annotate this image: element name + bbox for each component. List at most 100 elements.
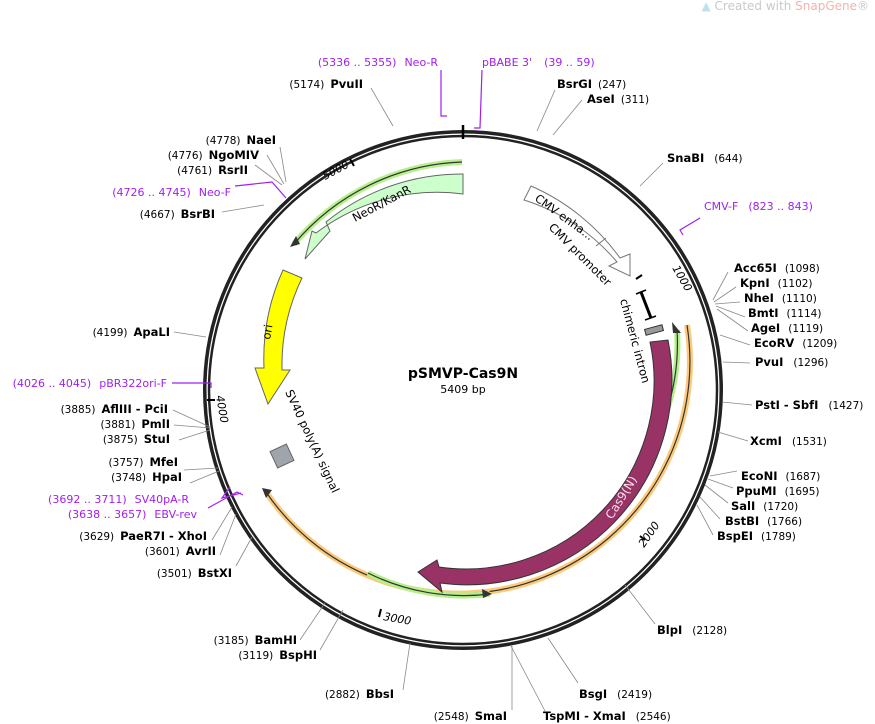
- feature-label-ori: ori: [259, 323, 275, 340]
- svg-text:KpnI(1102): KpnI (1102): [740, 276, 813, 290]
- tick-marks: [207, 158, 646, 618]
- primer-pbabe3[interactable]: pBABE 3' (39 .. 59): [482, 56, 595, 69]
- site-sali[interactable]: SalI (1720): [731, 499, 798, 513]
- site-bmti[interactable]: BmtI (1114): [748, 306, 821, 320]
- svg-text:AgeI(1119): AgeI (1119): [751, 321, 823, 335]
- site-tspmi-xmai[interactable]: TspMI - XmaI (2546): [543, 709, 671, 723]
- svg-text:(3629)PaeR7I - XhoI: (3629) PaeR7I - XhoI: [79, 529, 207, 543]
- site-snabi[interactable]: SnaBI (644): [667, 151, 743, 165]
- svg-text:(3875)StuI: (3875) StuI: [103, 432, 170, 446]
- site-pmli[interactable]: (3881) PmlI: [100, 417, 170, 431]
- primer-leader-lines: [172, 69, 701, 509]
- primer-sv40pa-r[interactable]: (3692 .. 3711) SV40pA-R: [48, 493, 189, 506]
- snapgene-watermark: ▲ Created with SnapGene®: [701, 0, 869, 13]
- site-bsgi[interactable]: BsgI (2419): [579, 687, 652, 701]
- site-aflIII-pcii[interactable]: (3885) AflIII - PciI: [61, 402, 168, 416]
- svg-text:(3748)HpaI: (3748) HpaI: [111, 470, 182, 484]
- site-ppumi[interactable]: PpuMI (1695): [736, 484, 820, 498]
- site-ecorv[interactable]: EcoRV (1209): [754, 336, 837, 350]
- site-bsphi[interactable]: (3119) BspHI: [238, 648, 317, 662]
- site-avrii[interactable]: (3601) AvrII: [145, 544, 216, 558]
- site-rsrii[interactable]: (4761) RsrII: [177, 163, 248, 177]
- svg-text:(4726 .. 4745)Neo-F: (4726 .. 4745) Neo-F: [112, 186, 231, 199]
- feature-cas9n: Cas9(N): [417, 324, 673, 594]
- feature-chimeric-intron: chimeric intron: [617, 289, 657, 385]
- site-pvui[interactable]: PvuI (1296): [755, 355, 828, 369]
- site-agei[interactable]: AgeI (1119): [751, 321, 823, 335]
- tick-label-3000: 3000: [382, 610, 412, 628]
- site-bsrbi[interactable]: (4667) BsrBI: [140, 207, 215, 221]
- site-mfei[interactable]: (3757) MfeI: [109, 455, 178, 469]
- svg-text:SnaBI(644): SnaBI (644): [667, 151, 743, 165]
- svg-text:BsrGI(247): BsrGI (247): [557, 77, 626, 91]
- svg-text:(3757)MfeI: (3757) MfeI: [109, 455, 178, 469]
- feature-ori: ori: [254, 269, 303, 406]
- svg-text:(3119)BspHI: (3119) BspHI: [238, 648, 317, 662]
- site-bsrgi[interactable]: BsrGI (247): [557, 77, 626, 91]
- tick-label-4000: 4000: [213, 394, 231, 424]
- primer-pbr322ori-f[interactable]: (4026 .. 4045) pBR322ori-F: [13, 377, 167, 390]
- svg-text:(3692 .. 3711)SV40pA-R: (3692 .. 3711) SV40pA-R: [48, 493, 189, 506]
- primer-neo-r[interactable]: (5336 .. 5355) Neo-R: [318, 56, 438, 69]
- site-bamhi[interactable]: (3185) BamHI: [214, 633, 297, 647]
- site-apali[interactable]: (4199) ApaLI: [93, 325, 170, 339]
- svg-text:(3881)PmlI: (3881) PmlI: [100, 417, 170, 431]
- feature-label-sv40-polya: SV40 poly(A) signal: [282, 387, 342, 495]
- site-blpi[interactable]: BlpI (2128): [657, 623, 727, 637]
- svg-text:Acc65I(1098): Acc65I (1098): [734, 261, 820, 275]
- site-bspei[interactable]: BspEI (1789): [717, 529, 796, 543]
- svg-text:TspMI - XmaI(2546): TspMI - XmaI (2546): [543, 709, 671, 723]
- site-stui[interactable]: (3875) StuI: [103, 432, 170, 446]
- svg-text:(2548)SmaI: (2548) SmaI: [434, 709, 507, 723]
- svg-text:PpuMI(1695): PpuMI (1695): [736, 484, 820, 498]
- svg-text:(4776)NgoMIV: (4776) NgoMIV: [168, 148, 259, 162]
- svg-text:(5336 .. 5355)Neo-R: (5336 .. 5355) Neo-R: [318, 56, 438, 69]
- svg-text:NheI(1110): NheI (1110): [744, 291, 817, 305]
- svg-text:(4199)ApaLI: (4199) ApaLI: [93, 325, 170, 339]
- svg-text:EcoNI(1687): EcoNI (1687): [741, 469, 820, 483]
- feature-sv40-polya: SV40 poly(A) signal: [269, 387, 342, 495]
- svg-text:(4761)RsrII: (4761) RsrII: [177, 163, 248, 177]
- svg-text:(3601)AvrII: (3601) AvrII: [145, 544, 216, 558]
- site-kpni[interactable]: KpnI (1102): [740, 276, 813, 290]
- plasmid-length: 5409 bp: [440, 383, 485, 396]
- site-xcmi[interactable]: XcmI (1531): [750, 434, 827, 448]
- svg-text:CMV-F(823 .. 843): CMV-F (823 .. 843): [704, 200, 813, 213]
- tick-label-2000: 2000: [636, 519, 663, 549]
- svg-text:(3885)AflIII - PciI: (3885) AflIII - PciI: [61, 402, 168, 416]
- svg-text:(2882)BbsI: (2882) BbsI: [325, 687, 394, 701]
- site-ngomiv[interactable]: (4776) NgoMIV: [168, 148, 259, 162]
- site-asei[interactable]: AseI (311): [587, 92, 649, 106]
- svg-text:EcoRV(1209): EcoRV (1209): [754, 336, 837, 350]
- orf-orange-arrow: [262, 324, 693, 597]
- svg-text:(4667)BsrBI: (4667) BsrBI: [140, 207, 215, 221]
- svg-text:(4778)NaeI: (4778) NaeI: [206, 133, 276, 147]
- svg-text:BsgI(2419): BsgI (2419): [579, 687, 652, 701]
- primer-cmv-f[interactable]: CMV-F (823 .. 843): [704, 200, 813, 213]
- svg-text:(3185)BamHI: (3185) BamHI: [214, 633, 297, 647]
- site-nhei[interactable]: NheI (1110): [744, 291, 817, 305]
- site-naei[interactable]: (4778) NaeI: [206, 133, 276, 147]
- svg-text:BmtI(1114): BmtI (1114): [748, 306, 821, 320]
- primer-neo-f[interactable]: (4726 .. 4745) Neo-F: [112, 186, 231, 199]
- svg-text:SalI(1720): SalI (1720): [731, 499, 798, 513]
- svg-text:PstI - SbfI(1427): PstI - SbfI (1427): [755, 398, 863, 412]
- site-econi[interactable]: EcoNI (1687): [741, 469, 820, 483]
- svg-text:(3501)BstXI: (3501) BstXI: [157, 566, 232, 580]
- svg-text:AseI(311): AseI (311): [587, 92, 649, 106]
- site-hpai[interactable]: (3748) HpaI: [111, 470, 182, 484]
- svg-text:(4026 .. 4045)pBR322ori-F: (4026 .. 4045) pBR322ori-F: [13, 377, 167, 390]
- svg-text:(3638 .. 3657)EBV-rev: (3638 .. 3657) EBV-rev: [68, 508, 198, 521]
- site-bstxi[interactable]: (3501) BstXI: [157, 566, 232, 580]
- svg-text:(5174)PvuII: (5174) PvuII: [289, 77, 363, 91]
- primer-ebv-rev[interactable]: (3638 .. 3657) EBV-rev: [68, 508, 198, 521]
- site-pvuii[interactable]: (5174) PvuII: [289, 77, 363, 91]
- site-bbsi[interactable]: (2882) BbsI: [325, 687, 394, 701]
- snapgene-logo-icon: ▲: [701, 0, 711, 13]
- site-smai[interactable]: (2548) SmaI: [434, 709, 507, 723]
- site-psti-sbfi[interactable]: PstI - SbfI (1427): [755, 398, 863, 412]
- site-acc65i[interactable]: Acc65I (1098): [734, 261, 820, 275]
- site-paer7i-xhoi[interactable]: (3629) PaeR7I - XhoI: [79, 529, 207, 543]
- site-bstbi[interactable]: BstBI (1766): [725, 514, 802, 528]
